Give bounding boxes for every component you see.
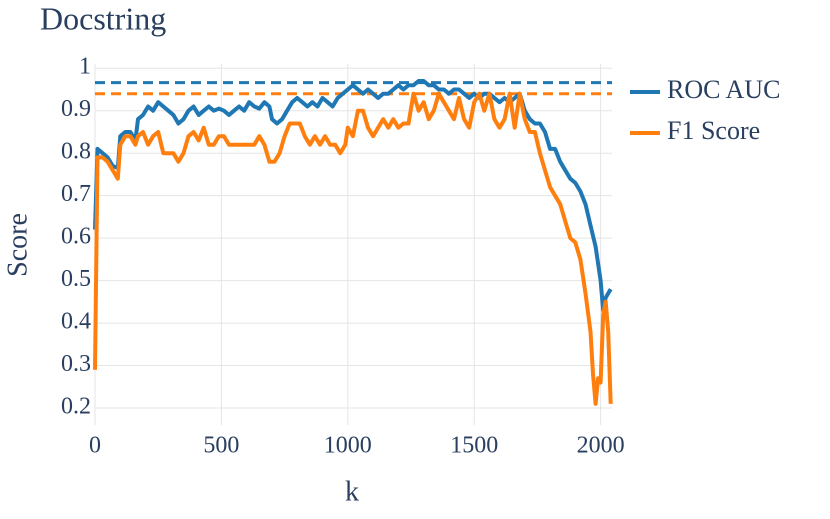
legend-label: ROC AUC [667, 75, 780, 104]
y-tick-label: 0.4 [61, 309, 91, 335]
y-tick-label: 0.3 [61, 351, 91, 377]
y-tick-label: 0.7 [61, 181, 91, 207]
x-tick-label: 500 [203, 433, 239, 459]
y-tick-label: 1 [79, 54, 91, 80]
chart-title: Docstring [40, 0, 166, 36]
series-line [93, 91, 613, 406]
y-axis-label: Score [2, 213, 33, 277]
y-tick-label: 0.2 [61, 394, 91, 420]
y-tick-label: 0.8 [61, 139, 91, 165]
y-tick-label: 0.9 [61, 96, 91, 122]
x-tick-label: 1500 [450, 433, 498, 459]
x-axis-label: k [345, 476, 359, 507]
y-tick-label: 0.6 [61, 224, 91, 250]
x-tick-label: 1000 [324, 433, 372, 459]
x-tick-label: 0 [89, 433, 101, 459]
x-tick-label: 2000 [577, 433, 625, 459]
y-tick-label: 0.5 [61, 266, 91, 292]
series-line [93, 79, 613, 313]
legend-label: F1 Score [667, 116, 760, 145]
